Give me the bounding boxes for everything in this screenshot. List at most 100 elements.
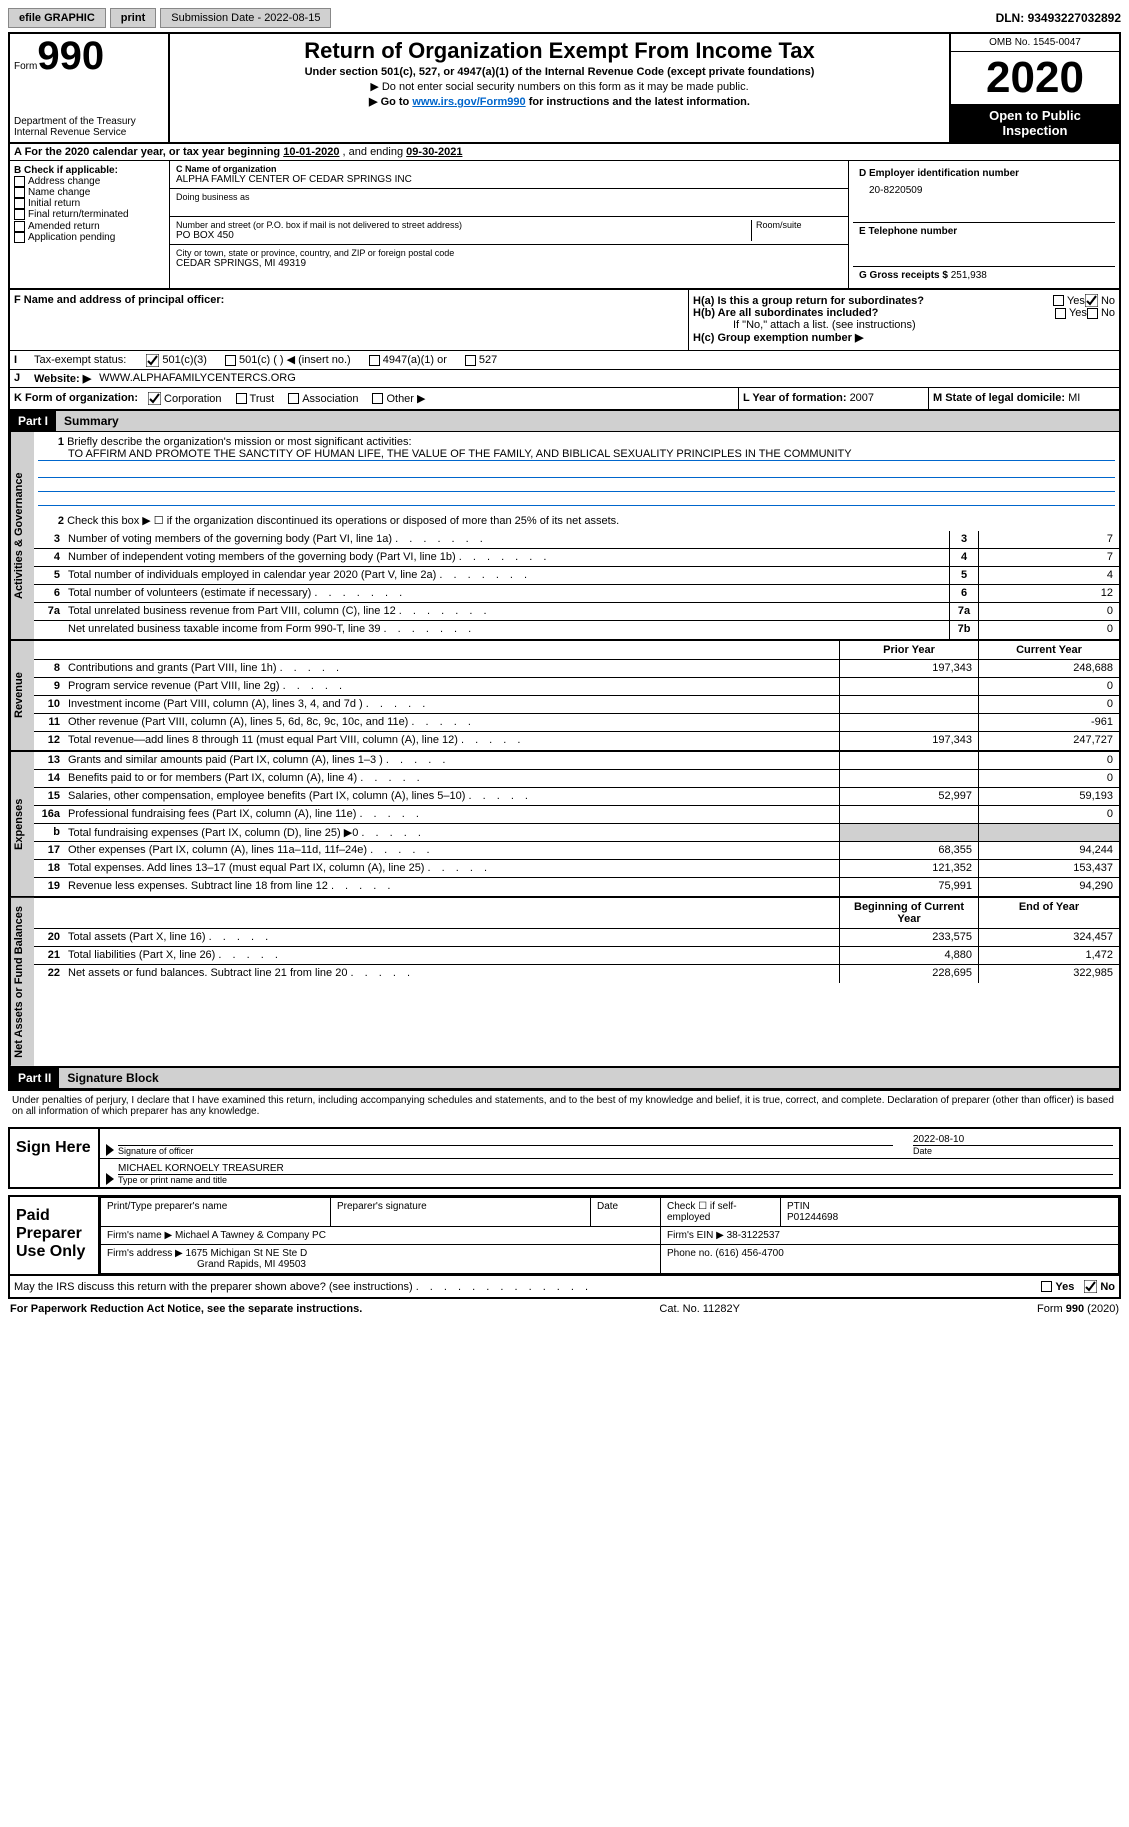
discuss-no-checkbox[interactable] [1084,1280,1097,1293]
line-box: 6 [949,585,979,602]
room-label: Room/suite [752,220,842,241]
i-checkbox[interactable] [225,355,236,366]
prior-header: Beginning of Current Year [839,898,979,928]
efile-button[interactable]: efile GRAPHIC [8,8,106,28]
goto-pre: ▶ Go to [369,96,412,108]
b-checkbox[interactable] [14,198,25,209]
k-checkbox[interactable] [288,393,299,404]
b-item-label: Application pending [28,232,115,243]
phone-cell: E Telephone number [853,223,1115,267]
b-item-label: Final return/terminated [28,210,129,221]
line-num [34,621,64,639]
line-text: Contributions and grants (Part VIII, lin… [64,660,839,677]
i-checkbox[interactable] [465,355,476,366]
prior-value [839,824,979,841]
b-checkbox[interactable] [14,187,25,198]
dba-cell: Doing business as [170,189,848,217]
k-checkbox[interactable] [148,392,161,405]
line-num: 4 [34,549,64,566]
curr-value: 324,457 [979,929,1119,946]
ein-label: D Employer identification number [859,168,1109,179]
header-right: OMB No. 1545-0047 2020 Open to Public In… [949,34,1119,142]
firm-addr-cell: Firm's address ▶ 1675 Michigan St NE Ste… [101,1245,661,1274]
ha-no-checkbox[interactable] [1085,294,1098,307]
k-checkbox[interactable] [372,393,383,404]
b-checkbox[interactable] [14,209,25,220]
l-label: L Year of formation: [743,392,850,404]
line-num: 19 [34,878,64,896]
city-label: City or town, state or province, country… [176,248,842,258]
print-button[interactable]: print [110,8,156,28]
curr-value: 248,688 [979,660,1119,677]
hb-no-checkbox[interactable] [1087,308,1098,319]
ha-yes-checkbox[interactable] [1053,295,1064,306]
b-checkbox[interactable] [14,176,25,187]
hb-label: H(b) Are all subordinates included? [693,307,1055,319]
b-item-label: Address change [28,176,100,187]
b-checkbox[interactable] [14,232,25,243]
tax-year-begin: 10-01-2020 [283,146,339,158]
gross-value: 251,938 [951,270,987,281]
discuss-yes-checkbox[interactable] [1041,1281,1052,1292]
fin-line: 20 Total assets (Part X, line 16) . . . … [34,929,1119,947]
section-bcdeg: B Check if applicable: Address changeNam… [10,161,1119,290]
city-value: CEDAR SPRINGS, MI 49319 [176,258,842,269]
row-j: J Website: ▶ WWW.ALPHAFAMILYCENTERCS.ORG [10,370,1119,388]
form-header: Form990 Department of the Treasury Inter… [10,34,1119,144]
hb-note: If "No," attach a list. (see instruction… [693,319,1115,331]
line-text: Other expenses (Part IX, column (A), lin… [64,842,839,859]
k-checkbox[interactable] [236,393,247,404]
i-checkbox[interactable] [369,355,380,366]
fin-line: 12 Total revenue—add lines 8 through 11 … [34,732,1119,750]
prior-value: 121,352 [839,860,979,877]
submission-date-label: Submission Date - [171,12,264,24]
line-value: 7 [979,549,1119,566]
gov-line: 4 Number of independent voting members o… [34,549,1119,567]
line-num: 6 [34,585,64,602]
hb-yes-checkbox[interactable] [1055,308,1066,319]
line-num: 21 [34,947,64,964]
line-text: Investment income (Part VIII, column (A)… [64,696,839,713]
line-text: Total number of individuals employed in … [64,567,949,584]
prior-value: 68,355 [839,842,979,859]
prior-value [839,770,979,787]
f-label: F Name and address of principal officer: [14,294,224,306]
b-checkbox[interactable] [14,221,25,232]
prior-value [839,678,979,695]
paid-preparer-label: Paid Preparer Use Only [10,1197,100,1274]
line-num: 7a [34,603,64,620]
line-value: 12 [979,585,1119,602]
dln-label: DLN: [996,11,1028,25]
fin-line: 16a Professional fundraising fees (Part … [34,806,1119,824]
line2-text: Check this box ▶ ☐ if the organization d… [67,515,619,527]
line-num: 15 [34,788,64,805]
curr-value: 0 [979,696,1119,713]
b-label: B Check if applicable: [14,165,165,176]
arrow-icon [106,1144,114,1156]
irs-link[interactable]: www.irs.gov/Form990 [412,96,525,108]
exp-section-label: Expenses [10,752,34,896]
line-num: 14 [34,770,64,787]
i-opt-label: 4947(a)(1) or [383,354,447,366]
row-a: A For the 2020 calendar year, or tax yea… [10,144,1119,161]
prior-value: 233,575 [839,929,979,946]
arrow-icon [106,1173,114,1185]
k-opt-label: Corporation [164,393,221,405]
prior-value [839,806,979,823]
line-num: b [34,824,64,841]
address-cell: Number and street (or P.O. box if mail i… [170,217,848,245]
fin-line: b Total fundraising expenses (Part IX, c… [34,824,1119,842]
gov-section: Activities & Governance 1 Briefly descri… [10,432,1119,641]
line-value: 0 [979,603,1119,620]
no-text: No [1101,295,1115,307]
prior-value [839,752,979,769]
fin-line: 14 Benefits paid to or for members (Part… [34,770,1119,788]
prior-value: 4,880 [839,947,979,964]
i-checkbox[interactable] [146,354,159,367]
line-value: 4 [979,567,1119,584]
curr-value: 153,437 [979,860,1119,877]
top-bar: efile GRAPHIC print Submission Date - 20… [8,8,1121,28]
goto-post: for instructions and the latest informat… [526,96,750,108]
line-text: Total expenses. Add lines 13–17 (must eq… [64,860,839,877]
discuss-text: May the IRS discuss this return with the… [14,1281,1041,1293]
